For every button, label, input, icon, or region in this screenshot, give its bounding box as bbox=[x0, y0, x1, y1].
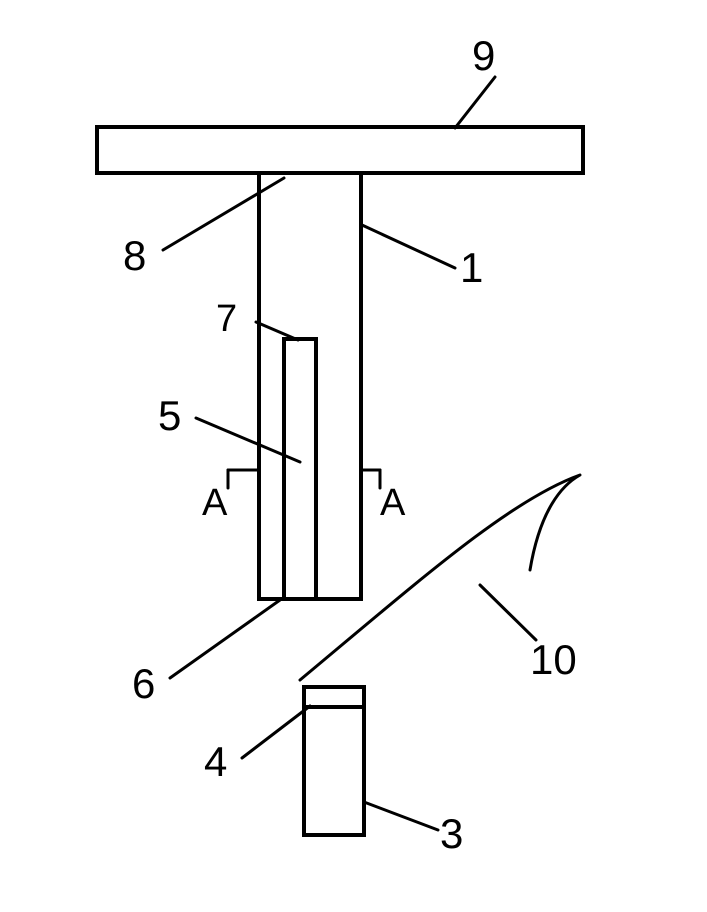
label-3: 3 bbox=[440, 810, 463, 858]
label-A-right: A bbox=[380, 482, 405, 525]
label-6: 6 bbox=[132, 660, 155, 708]
label-9: 9 bbox=[472, 32, 495, 80]
label-1: 1 bbox=[460, 244, 483, 292]
shape-top-bar-9 bbox=[95, 125, 585, 175]
shape-cap-4 bbox=[306, 685, 362, 709]
label-4: 4 bbox=[204, 738, 227, 786]
diagram-canvas: 9 8 1 7 5 A A 6 4 10 3 bbox=[0, 0, 707, 912]
shape-inner-rect-7 bbox=[282, 337, 318, 601]
label-A-left: A bbox=[202, 482, 227, 525]
label-8: 8 bbox=[123, 232, 146, 280]
label-5: 5 bbox=[158, 392, 181, 440]
label-7: 7 bbox=[216, 298, 237, 341]
label-10: 10 bbox=[530, 636, 577, 684]
